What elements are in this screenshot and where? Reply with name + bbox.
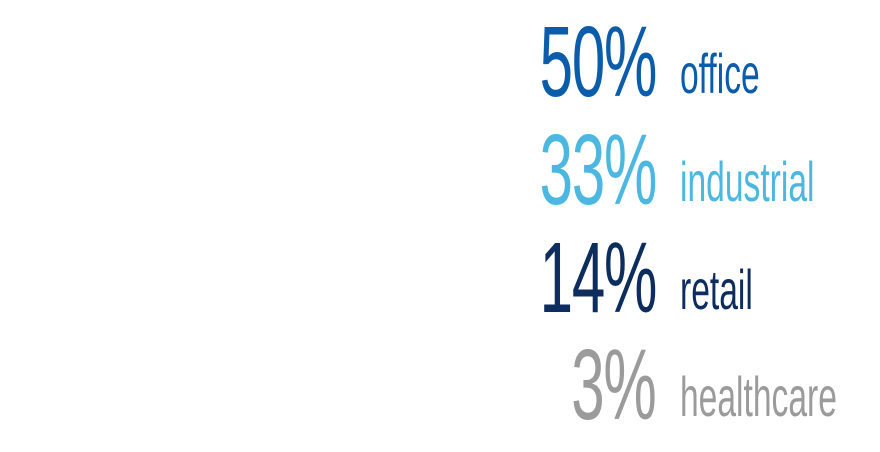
percentage-value: 33%	[539, 114, 658, 226]
category-label: industrial	[680, 150, 815, 213]
category-label: healthcare	[680, 365, 837, 428]
percentage-value: 14%	[539, 222, 658, 334]
category-label: retail	[680, 258, 753, 321]
percentage-value: 3%	[571, 329, 658, 441]
breakdown-row-industrial: 33% industrial	[0, 112, 880, 220]
breakdown-row-office: 50% office	[0, 4, 880, 112]
breakdown-row-healthcare: 3% healthcare	[0, 327, 880, 435]
percentage-value: 50%	[539, 6, 658, 118]
breakdown-row-retail: 14% retail	[0, 220, 880, 328]
category-label: office	[680, 42, 760, 105]
